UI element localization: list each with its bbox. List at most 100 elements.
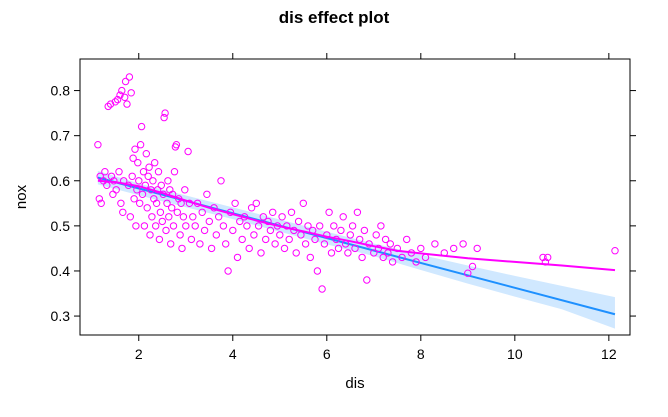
data-point bbox=[311, 235, 319, 244]
data-point bbox=[104, 102, 112, 111]
data-point bbox=[178, 244, 186, 253]
data-point bbox=[229, 226, 237, 235]
data-point bbox=[144, 172, 152, 181]
data-point bbox=[330, 222, 338, 230]
data-point bbox=[184, 147, 192, 156]
data-point bbox=[152, 199, 161, 208]
data-point bbox=[179, 213, 188, 221]
y-tick-label: 0.7 bbox=[51, 128, 71, 144]
data-point bbox=[134, 159, 142, 167]
x-tick-label: 2 bbox=[135, 346, 143, 362]
data-point bbox=[431, 240, 439, 248]
data-point bbox=[388, 258, 397, 266]
y-tick-label: 0.5 bbox=[51, 218, 71, 234]
data-point bbox=[259, 213, 267, 221]
data-point bbox=[187, 235, 196, 244]
data-point bbox=[176, 231, 184, 239]
plot-panel-frame bbox=[79, 58, 631, 336]
data-point bbox=[363, 276, 371, 284]
data-point bbox=[200, 226, 209, 235]
data-point bbox=[205, 217, 214, 226]
data-point bbox=[164, 177, 172, 185]
x-tick-label: 6 bbox=[323, 346, 331, 362]
data-point bbox=[109, 190, 117, 199]
data-point bbox=[136, 141, 145, 149]
data-point bbox=[318, 285, 326, 293]
data-point bbox=[280, 244, 289, 253]
data-point bbox=[544, 253, 552, 262]
data-point bbox=[112, 186, 120, 194]
data-point bbox=[250, 231, 258, 239]
data-point bbox=[203, 190, 211, 199]
data-point bbox=[155, 235, 164, 244]
data-point bbox=[323, 231, 331, 239]
data-point bbox=[611, 247, 619, 255]
data-point bbox=[327, 249, 336, 257]
data-point bbox=[236, 217, 244, 226]
data-point bbox=[117, 199, 125, 208]
x-tick-label: 8 bbox=[417, 346, 425, 362]
data-point bbox=[271, 240, 279, 248]
data-point bbox=[94, 141, 102, 149]
data-point bbox=[143, 204, 151, 212]
data-point bbox=[334, 244, 343, 253]
data-point bbox=[148, 213, 156, 221]
data-point bbox=[146, 231, 154, 239]
data-point bbox=[97, 199, 105, 208]
data-point bbox=[233, 253, 242, 262]
data-point bbox=[379, 253, 387, 262]
data-point bbox=[113, 95, 122, 104]
data-point bbox=[254, 222, 263, 230]
data-point bbox=[339, 213, 347, 221]
data-point bbox=[121, 93, 129, 102]
data-point bbox=[156, 208, 165, 217]
data-point bbox=[126, 213, 135, 221]
data-point bbox=[348, 222, 357, 230]
data-point bbox=[111, 98, 120, 106]
data-point bbox=[106, 100, 115, 108]
data-point bbox=[325, 208, 333, 217]
data-point bbox=[217, 177, 225, 185]
data-point bbox=[157, 181, 166, 190]
smooth-line-layer bbox=[97, 179, 616, 272]
y-axis-label: nox bbox=[13, 184, 30, 209]
data-point bbox=[219, 222, 228, 230]
data-point bbox=[370, 249, 378, 257]
data-point bbox=[95, 195, 104, 203]
smooth-line bbox=[97, 179, 616, 272]
data-point bbox=[224, 267, 232, 275]
data-point bbox=[287, 208, 296, 217]
data-point bbox=[292, 249, 300, 257]
data-point bbox=[450, 244, 458, 253]
confidence-band-layer bbox=[97, 170, 615, 329]
data-point bbox=[135, 177, 143, 185]
x-tick-label: 12 bbox=[601, 346, 617, 362]
data-point bbox=[115, 168, 123, 176]
data-point bbox=[145, 163, 153, 171]
data-point bbox=[360, 226, 369, 235]
data-point bbox=[212, 231, 221, 239]
data-point bbox=[398, 253, 406, 262]
data-point bbox=[243, 222, 251, 230]
data-point bbox=[189, 213, 197, 221]
data-point bbox=[118, 86, 126, 95]
data-point bbox=[142, 150, 151, 158]
x-tick-label: 4 bbox=[229, 346, 237, 362]
data-point bbox=[372, 231, 380, 239]
data-points-layer bbox=[94, 73, 619, 293]
data-point bbox=[351, 244, 359, 253]
data-point bbox=[344, 249, 352, 257]
data-point bbox=[264, 217, 272, 226]
data-point bbox=[169, 222, 178, 230]
data-point bbox=[403, 235, 411, 244]
data-point bbox=[182, 222, 190, 230]
data-point bbox=[262, 235, 270, 244]
data-point bbox=[299, 199, 307, 208]
data-point bbox=[140, 222, 149, 230]
data-point bbox=[136, 199, 144, 208]
data-point bbox=[252, 199, 260, 208]
data-point bbox=[149, 177, 157, 185]
data-point bbox=[301, 240, 310, 248]
y-tick-label: 0.3 bbox=[51, 308, 71, 324]
